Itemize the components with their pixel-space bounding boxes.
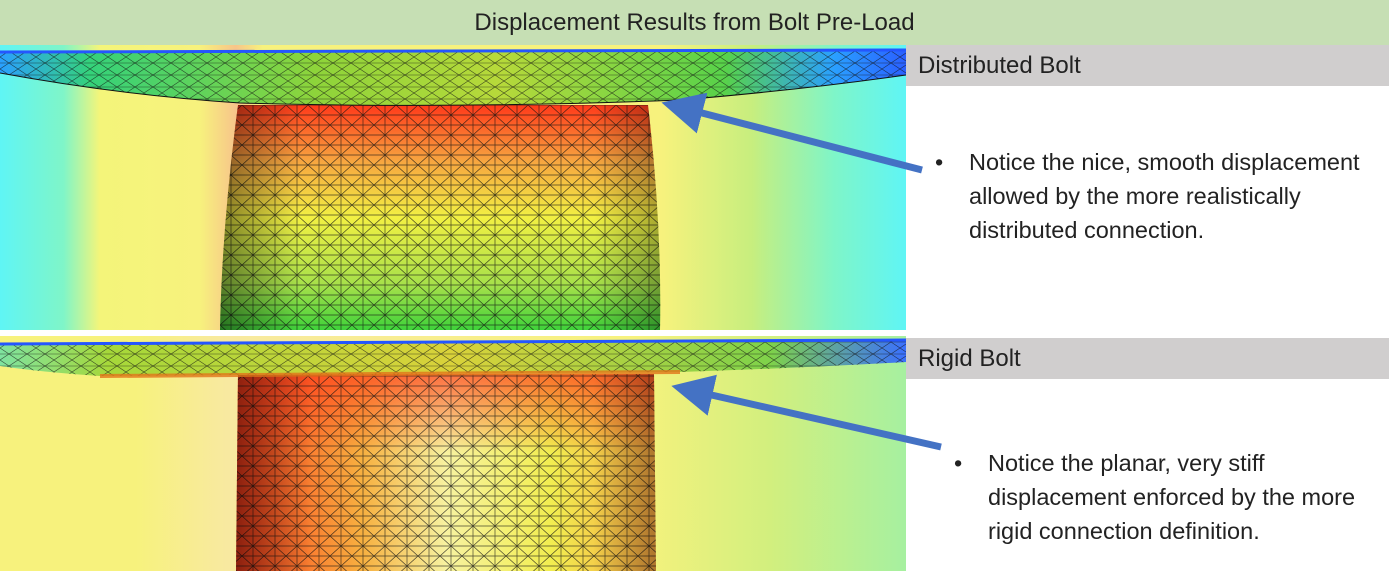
note-rigid-bolt: • Notice the planar, very stiff displace… [954,446,1383,548]
rigid-bolt-fringe-image [0,336,906,571]
note-text: Notice the nice, smooth displacement all… [969,149,1360,243]
section-label-text: Rigid Bolt [918,344,1021,372]
bullet-icon: • [935,149,944,175]
note-distributed-bolt: • Notice the nice, smooth displacement a… [935,145,1379,247]
section-label-text: Distributed Bolt [918,51,1081,79]
distributed-bolt-fringe-image [0,45,906,330]
rigid-bolt-plot [0,336,906,571]
arrow-rigid-bolt [671,374,942,451]
distributed-bolt-plot [0,45,906,330]
title-bar: Displacement Results from Bolt Pre-Load [0,0,1389,45]
note-text: Notice the planar, very stiff displaceme… [988,450,1356,544]
page-title: Displacement Results from Bolt Pre-Load [474,8,915,36]
section-label-distributed-bolt: Distributed Bolt [906,45,1389,86]
section-label-rigid-bolt: Rigid Bolt [906,338,1389,379]
bullet-icon: • [954,450,963,476]
arrow-distributed-bolt [661,92,923,174]
